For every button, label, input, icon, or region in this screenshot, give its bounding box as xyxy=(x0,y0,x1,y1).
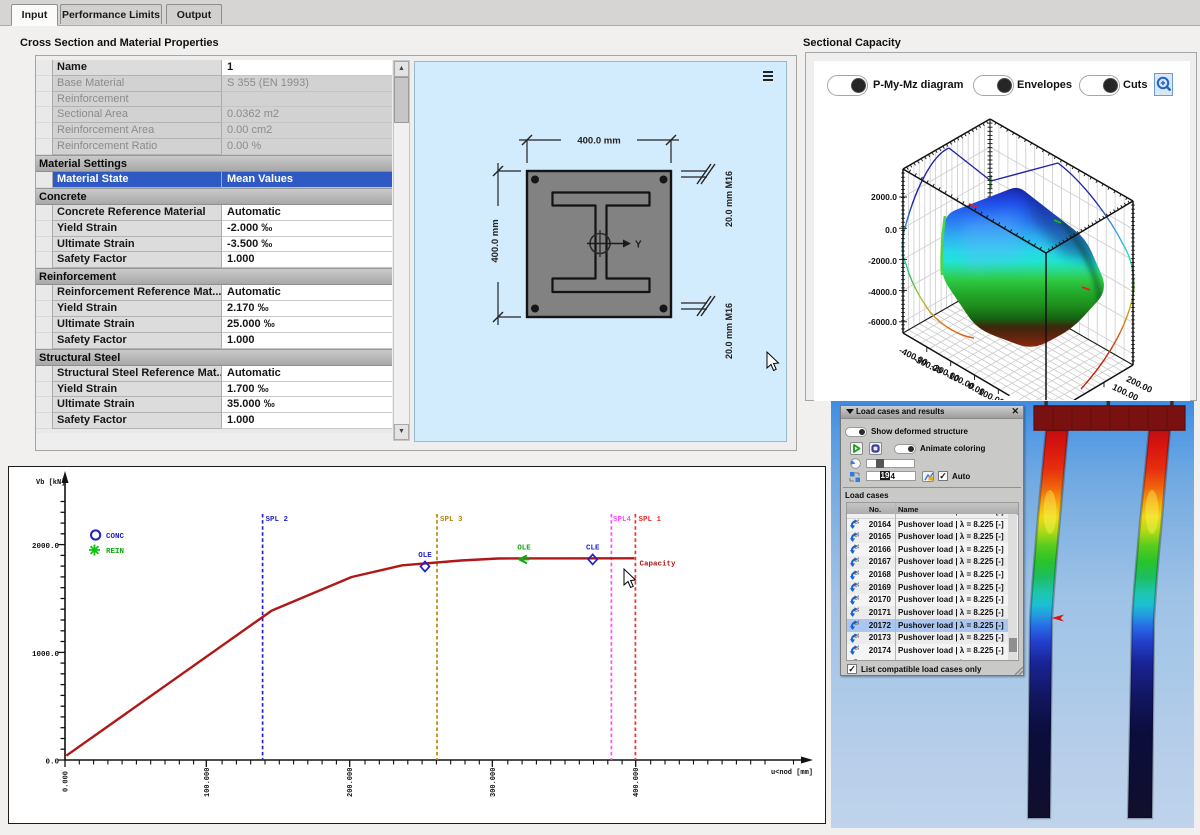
svg-text:CLE: CLE xyxy=(586,545,600,553)
svg-text:Vb [kN]: Vb [kN] xyxy=(36,479,65,487)
svg-text:LC: LC xyxy=(854,545,859,551)
svg-text:2000.0: 2000.0 xyxy=(871,192,897,202)
svg-text:Capacity: Capacity xyxy=(640,561,677,569)
svg-text:0.000: 0.000 xyxy=(63,771,71,792)
svg-text:400.0 mm: 400.0 mm xyxy=(577,136,620,147)
svg-text:100.000: 100.000 xyxy=(204,768,212,797)
svg-text:LC: LC xyxy=(854,583,859,589)
svg-text:CONC: CONC xyxy=(106,533,125,541)
svg-text:300.000: 300.000 xyxy=(490,768,498,797)
svg-text:20.0 mm M16: 20.0 mm M16 xyxy=(724,171,734,227)
svg-text:LC: LC xyxy=(854,646,859,652)
svg-text:100.00: 100.00 xyxy=(977,386,1006,400)
svg-text:200.000: 200.000 xyxy=(347,768,355,797)
svg-text:Y: Y xyxy=(635,240,642,251)
svg-text:SPL 1: SPL 1 xyxy=(639,516,662,524)
svg-text:LC: LC xyxy=(854,532,859,538)
svg-text:LC: LC xyxy=(854,595,859,601)
svg-text:LC: LC xyxy=(854,557,859,563)
svg-text:LC: LC xyxy=(854,633,859,639)
svg-text:2000.0: 2000.0 xyxy=(32,543,60,551)
svg-text:0.0: 0.0 xyxy=(45,759,59,767)
svg-text:20.0 mm M16: 20.0 mm M16 xyxy=(724,303,734,359)
svg-text:1000.0: 1000.0 xyxy=(32,651,60,659)
svg-text:LC: LC xyxy=(854,520,859,526)
svg-text:400.000: 400.000 xyxy=(633,768,641,797)
svg-text:SPL 3: SPL 3 xyxy=(440,516,463,524)
svg-text:-4000.0: -4000.0 xyxy=(868,287,897,297)
svg-text:LC: LC xyxy=(854,570,859,576)
svg-text:LC: LC xyxy=(854,608,859,614)
svg-text:OLE: OLE xyxy=(517,545,531,553)
svg-text:LC: LC xyxy=(854,621,859,627)
svg-text:SPL 2: SPL 2 xyxy=(266,516,289,524)
svg-text:400.0 mm: 400.0 mm xyxy=(490,219,501,262)
svg-text:OLE: OLE xyxy=(418,552,432,560)
svg-text:0.0: 0.0 xyxy=(885,225,897,235)
svg-text:-2000.0: -2000.0 xyxy=(868,256,897,266)
svg-text:u<nod [mm]: u<nod [mm] xyxy=(771,769,813,777)
svg-text:REIN: REIN xyxy=(106,548,124,556)
svg-text:SPL4: SPL4 xyxy=(613,516,632,524)
svg-text:-6000.0: -6000.0 xyxy=(868,317,897,327)
